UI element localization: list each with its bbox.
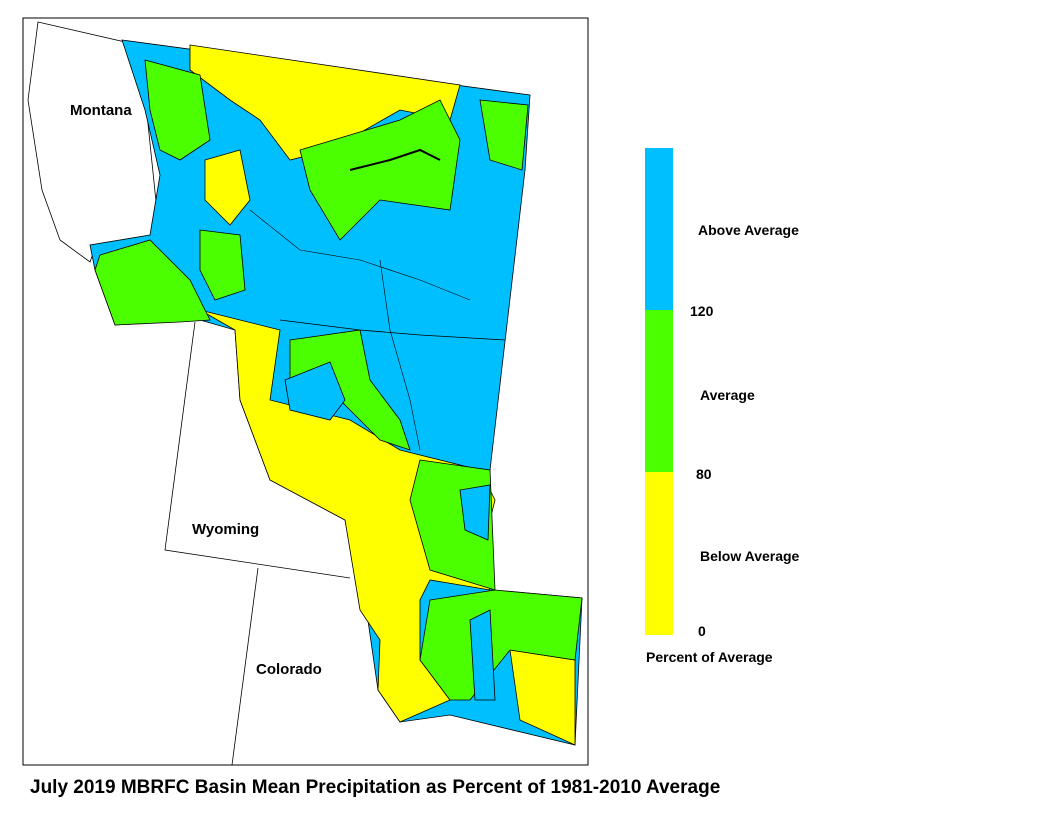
basin-area — [94, 239, 211, 326]
basin-area — [199, 229, 246, 301]
map: Montana Wyoming Colorado — [27, 21, 583, 766]
legend: Above Average Average Below Average 120 … — [645, 148, 800, 665]
basin-area — [144, 59, 211, 161]
basin-area — [459, 484, 491, 541]
state-label: Wyoming — [192, 521, 259, 538]
state-label: Montana — [70, 102, 132, 119]
legend-tick: 120 — [690, 303, 714, 319]
basin-boundary — [279, 319, 506, 341]
basin-area — [299, 99, 461, 241]
legend-title: Percent of Average — [646, 649, 773, 665]
legend-swatch — [645, 148, 673, 310]
legend-label: Above Average — [698, 222, 799, 238]
basin-area — [284, 361, 346, 421]
river — [349, 148, 441, 171]
basin-area — [479, 99, 529, 171]
basin-area — [204, 149, 251, 226]
colorado-outline — [231, 567, 259, 766]
legend-tick: 80 — [696, 466, 712, 482]
basin-boundary — [379, 259, 421, 451]
legend-swatch — [645, 472, 673, 635]
legend-swatch — [645, 310, 673, 472]
wyoming-outline — [164, 321, 351, 579]
legend-tick: 0 — [698, 623, 706, 639]
map-title: July 2019 MBRFC Basin Mean Precipitation… — [30, 777, 720, 798]
basin-area — [469, 609, 496, 701]
basin-boundary — [249, 209, 471, 301]
legend-label: Below Average — [700, 548, 800, 564]
legend-label: Average — [700, 387, 755, 403]
state-label: Colorado — [256, 661, 322, 678]
basin-area — [419, 589, 583, 701]
